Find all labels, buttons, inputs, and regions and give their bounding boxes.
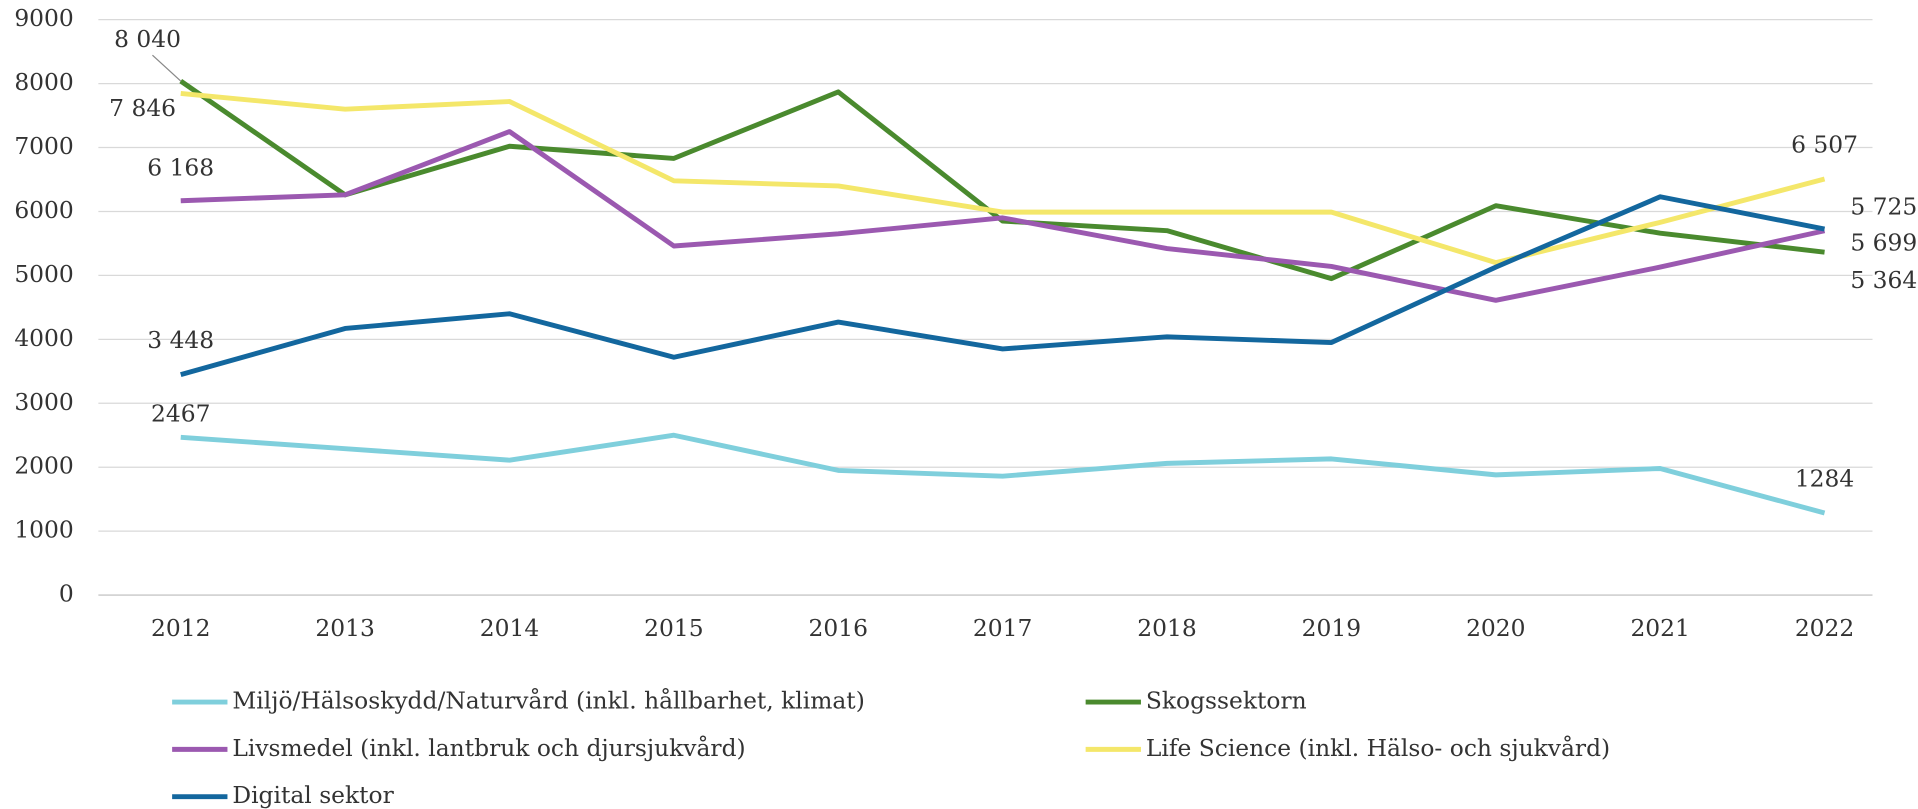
x-tick-label: 2022 <box>1795 614 1854 642</box>
y-tick-label: 4000 <box>14 324 73 352</box>
x-tick-label: 2019 <box>1302 614 1361 642</box>
data-label: 5 364 <box>1850 266 1917 294</box>
y-tick-label: 2000 <box>14 452 73 480</box>
data-label: 2467 <box>151 400 210 428</box>
data-label: 6 507 <box>1791 130 1858 158</box>
y-tick-label: 8000 <box>14 68 73 96</box>
data-label: 1284 <box>1795 464 1854 492</box>
series-line <box>180 91 1826 266</box>
series-line <box>180 129 1826 303</box>
data-label: 3 448 <box>147 326 214 354</box>
y-tick-label: 5000 <box>14 260 73 288</box>
series-line <box>179 79 1825 282</box>
data-label: 7 846 <box>109 94 176 122</box>
series-line <box>180 432 1826 516</box>
series-line <box>180 194 1826 377</box>
y-tick-label: 6000 <box>14 196 73 224</box>
data-label: 5 725 <box>1850 193 1917 221</box>
y-tick-label: 9000 <box>14 4 73 32</box>
data-label: 6 168 <box>147 153 214 181</box>
y-tick-label: 7000 <box>14 132 73 160</box>
data-label: 5 699 <box>1850 229 1917 257</box>
legend-label: Life Science (inkl. Hälso- och sjukvård) <box>1146 733 1610 762</box>
x-tick-label: 2016 <box>809 614 868 642</box>
legend-label: Skogssektorn <box>1146 687 1307 715</box>
x-tick-label: 2012 <box>151 614 210 642</box>
x-tick-label: 2015 <box>644 614 703 642</box>
y-tick-label: 0 <box>59 580 74 608</box>
y-tick-label: 1000 <box>14 516 73 544</box>
legend-label: Miljö/Hälsoskydd/Naturvård (inkl. hållba… <box>232 686 864 715</box>
data-label: 8 040 <box>114 25 181 53</box>
x-tick-label: 2021 <box>1630 614 1689 642</box>
x-tick-label: 2018 <box>1137 614 1196 642</box>
leader-line <box>152 54 182 82</box>
legend-label: Digital sektor <box>232 781 394 809</box>
x-tick-label: 2017 <box>973 614 1032 642</box>
y-tick-label: 3000 <box>14 388 73 416</box>
x-tick-label: 2020 <box>1466 614 1525 642</box>
x-tick-label: 2013 <box>315 614 374 642</box>
x-tick-label: 2014 <box>480 614 539 642</box>
legend-label: Livsmedel (inkl. lantbruk och djursjukvå… <box>232 733 745 762</box>
